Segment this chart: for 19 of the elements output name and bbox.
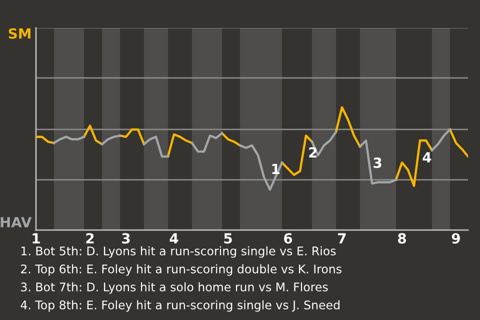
x-tick-label: 9 [452,233,460,244]
x-tick-label: 1 [32,233,40,244]
x-tick-label: 2 [86,233,94,244]
x-tick-label: 5 [224,233,232,244]
annotation: 4 [422,152,432,162]
x-tick-label: 4 [170,233,178,244]
annotation: 2 [309,147,317,158]
text: HAV [0,217,32,228]
text: 2. Top 6th: E. Foley hit a run-scoring double vs K. Irons [21,264,342,276]
x-tick-label: 6 [284,233,292,244]
text: 1. Bot 5th: D. Lyons hit a run-scoring single vs E. Rios [21,246,336,258]
x-tick-label: 3 [122,233,130,244]
x-tick-label: 7 [338,233,346,244]
x-tick-label: 8 [398,233,406,244]
text: 3. Bot 7th: D. Lyons hit a solo home run vs M. Flores [21,282,328,294]
annotation: 1 [272,164,280,174]
annotation: 3 [374,158,382,168]
text: 4. Top 8th: E. Foley hit a run-scoring single vs J. Sneed [20,300,340,312]
text: SM [8,28,30,39]
